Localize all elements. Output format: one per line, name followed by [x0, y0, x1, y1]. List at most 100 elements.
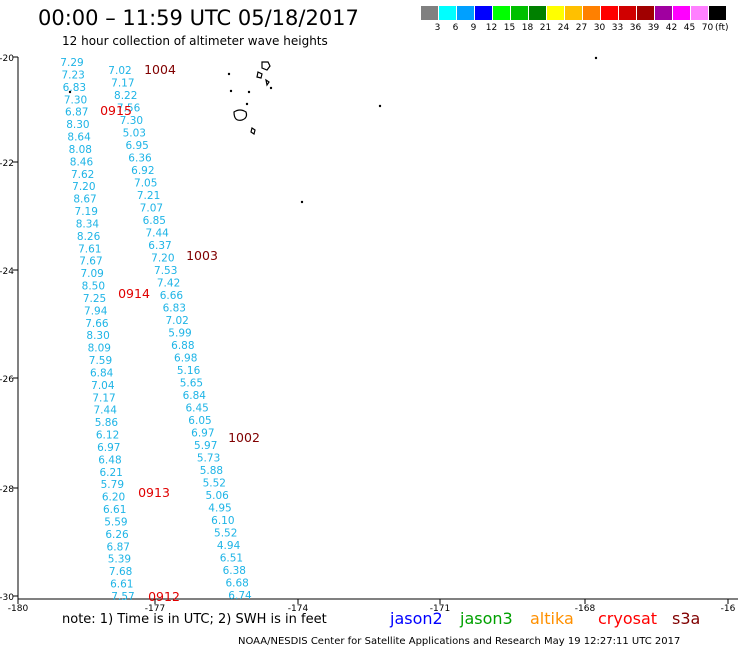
swh-value: 5.88	[200, 465, 223, 477]
swh-value: 7.04	[91, 380, 115, 392]
page-title: 00:00 – 11:59 UTC 05/18/2017	[38, 6, 359, 30]
swh-value: 7.02	[108, 65, 131, 77]
swh-value: 8.50	[82, 281, 105, 293]
swh-value: 7.09	[80, 268, 103, 280]
swh-value: 6.83	[63, 82, 86, 94]
scale-swatch	[511, 6, 528, 20]
swh-value: 6.20	[102, 492, 125, 504]
scale-swatch	[673, 6, 690, 20]
scale-label: 27	[575, 23, 588, 33]
swh-value: 8.67	[73, 194, 96, 206]
pass-time-label: 0915	[100, 103, 132, 118]
scale-label: 24	[557, 23, 570, 33]
island-dot	[245, 102, 249, 106]
scale-swatch	[475, 6, 492, 20]
x-tick-label: -180	[8, 604, 29, 614]
scale-swatch	[601, 6, 618, 20]
scale-swatch	[691, 6, 708, 20]
swh-value: 7.25	[83, 293, 106, 305]
swh-value: 7.29	[60, 57, 83, 69]
island-dot	[227, 72, 231, 76]
swh-value: 6.97	[97, 442, 120, 454]
pass-time-label: 1003	[186, 248, 218, 263]
scale-swatch	[529, 6, 546, 20]
swh-value: 5.99	[168, 328, 191, 340]
swh-value: 6.12	[96, 430, 119, 442]
swh-value: 8.22	[114, 90, 137, 102]
island-dot	[68, 90, 72, 94]
scale-label: 21	[539, 23, 552, 33]
swh-value: 7.44	[94, 405, 118, 417]
swh-value: 5.86	[95, 417, 119, 429]
island-outline	[233, 109, 248, 121]
satellite-label-altika: altika	[530, 609, 574, 628]
swh-value: 7.17	[92, 392, 115, 404]
swh-value: 7.66	[85, 318, 109, 330]
swh-value: 7.05	[134, 178, 157, 190]
swh-value: 6.83	[163, 303, 186, 315]
y-tick-label: -22	[0, 159, 14, 169]
swh-value: 6.87	[107, 541, 130, 553]
satellite-label-jason3: jason3	[460, 609, 513, 628]
scale-swatch	[655, 6, 672, 20]
swh-value: 7.56	[117, 103, 141, 115]
swh-value: 6.51	[220, 553, 243, 565]
x-tick-label: -171	[430, 604, 450, 614]
swh-value: 8.64	[67, 132, 91, 144]
footnote: note: 1) Time is in UTC; 2) SWH is in fe…	[62, 612, 327, 627]
y-tick-label: -20	[0, 54, 14, 64]
credit-line: NOAA/NESDIS Center for Satellite Applica…	[238, 636, 681, 647]
swh-value: 6.88	[171, 340, 194, 352]
swh-value: 5.06	[205, 490, 229, 502]
swh-value: 6.98	[174, 353, 197, 365]
scale-label: 45	[683, 23, 696, 33]
island-outline	[256, 71, 263, 79]
swh-value: 7.07	[140, 203, 163, 215]
island-dot	[247, 90, 251, 94]
swh-value: 5.79	[101, 479, 124, 491]
scale-label: 30	[593, 23, 606, 33]
swh-value: 8.34	[76, 218, 100, 230]
scale-swatch	[637, 6, 654, 20]
scale-unit: (ft)	[715, 23, 729, 33]
satellite-label-jason2: jason2	[390, 609, 443, 628]
swh-value: 6.68	[225, 578, 248, 590]
swh-value: 5.39	[108, 554, 131, 566]
swh-value: 6.84	[90, 367, 114, 379]
pass-time-label: 1002	[228, 430, 260, 445]
swh-value: 4.95	[208, 503, 231, 515]
y-tick-label: -24	[0, 267, 14, 277]
swh-value: 7.17	[111, 78, 134, 90]
scale-label: 12	[485, 23, 498, 33]
swh-value: 6.61	[110, 579, 133, 591]
swh-value: 7.20	[72, 181, 95, 193]
scale-label: 33	[611, 23, 624, 33]
island-dot	[594, 56, 598, 60]
swh-value: 5.97	[194, 440, 217, 452]
satellite-label-cryosat: cryosat	[598, 609, 658, 628]
swh-value: 7.67	[79, 256, 102, 268]
island-dot	[378, 104, 382, 108]
y-tick-label: -30	[0, 593, 14, 603]
swh-value: 8.30	[86, 330, 109, 342]
swh-value: 6.10	[211, 515, 234, 527]
scale-label: 36	[629, 23, 642, 33]
scale-swatch	[439, 6, 456, 20]
scale-swatch	[493, 6, 510, 20]
swh-value: 4.94	[217, 540, 241, 552]
scale-swatch	[619, 6, 636, 20]
scale-label: 42	[665, 23, 678, 33]
x-tick-label: -177	[145, 604, 165, 614]
scale-label: 15	[503, 23, 516, 33]
swh-value: 8.46	[70, 156, 94, 168]
scale-swatch	[547, 6, 564, 20]
y-tick-label: -26	[0, 375, 14, 385]
x-tick-label: -168	[575, 604, 596, 614]
swh-value: 7.94	[84, 305, 108, 317]
scale-swatch	[565, 6, 582, 20]
island-outline	[265, 78, 270, 87]
swh-value: 5.65	[180, 378, 203, 390]
island-dot	[229, 89, 233, 93]
